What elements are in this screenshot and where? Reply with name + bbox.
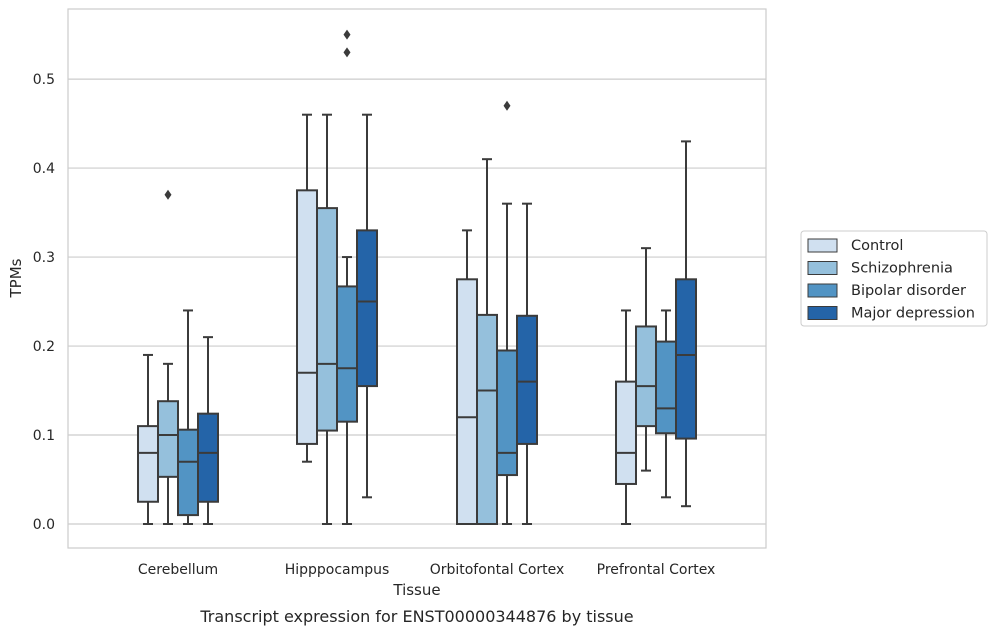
y-tick-label: 0.3: [33, 250, 55, 266]
legend-label: Control: [851, 238, 903, 254]
legend: Control Schizophrenia Bipolar disorder Majo…: [800, 230, 988, 327]
chart-caption: Transcript expression for ENST0000034487…: [199, 607, 633, 626]
box-plot: [177, 309, 199, 525]
legend-label: Major depression: [851, 306, 975, 322]
legend-swatch: [807, 283, 838, 298]
box-iqr: [177, 428, 199, 517]
plot-frame: [67, 8, 767, 549]
legend-swatch: [807, 238, 838, 253]
x-tick-label: Hipppocampus: [285, 562, 390, 578]
outlier-point: [343, 29, 351, 40]
boxes: [137, 29, 697, 525]
box-iqr: [316, 207, 338, 432]
box-iqr: [356, 229, 378, 388]
legend-label: Bipolar disorder: [851, 283, 966, 299]
box-plot: [496, 100, 518, 525]
y-axis-label: TPMs: [7, 258, 25, 298]
x-tick-label: Cerebellum: [138, 562, 218, 578]
box-iqr: [296, 189, 318, 445]
box-plot: [655, 309, 677, 499]
box-iqr: [496, 349, 518, 477]
y-tick-label: 0.5: [33, 72, 55, 88]
box-iqr: [456, 278, 478, 525]
box-plot: [197, 336, 219, 525]
box-iqr: [157, 400, 179, 478]
y-tick-label: 0.4: [33, 161, 55, 177]
y-tick-label: 0.1: [33, 428, 55, 444]
box-iqr: [516, 314, 538, 445]
box-iqr: [615, 380, 637, 485]
box-iqr: [675, 278, 697, 440]
box-iqr: [336, 285, 358, 423]
box-iqr: [476, 313, 498, 525]
outlier-point: [503, 100, 511, 111]
legend-swatch: [807, 261, 838, 275]
legend-label: Schizophrenia: [851, 261, 953, 277]
legend-frame: [800, 230, 988, 327]
box-plot: [356, 113, 378, 499]
box-iqr: [137, 425, 159, 503]
box-iqr: [635, 325, 657, 428]
box-plot: [516, 202, 538, 525]
box-iqr: [197, 412, 219, 503]
x-axis-label: Tissue: [392, 581, 440, 599]
y-tick-label: 0.2: [33, 339, 55, 355]
x-tick-labels: Cerebellum Hipppocampus Orbitofontal Corte…: [138, 562, 715, 578]
legend-swatch: [807, 306, 838, 320]
y-tick-label: 0.0: [33, 517, 55, 533]
box-plot: [615, 309, 637, 525]
x-tick-label: Orbitofontal Cortex: [430, 562, 565, 578]
x-tick-label: Prefrontal Cortex: [597, 562, 716, 578]
outlier-point: [343, 47, 351, 58]
outlier-point: [164, 189, 172, 200]
box-plot: [675, 140, 697, 508]
box-iqr: [655, 340, 677, 435]
y-tick-labels: 0.0 0.1 0.2 0.3 0.4 0.5: [33, 72, 55, 533]
